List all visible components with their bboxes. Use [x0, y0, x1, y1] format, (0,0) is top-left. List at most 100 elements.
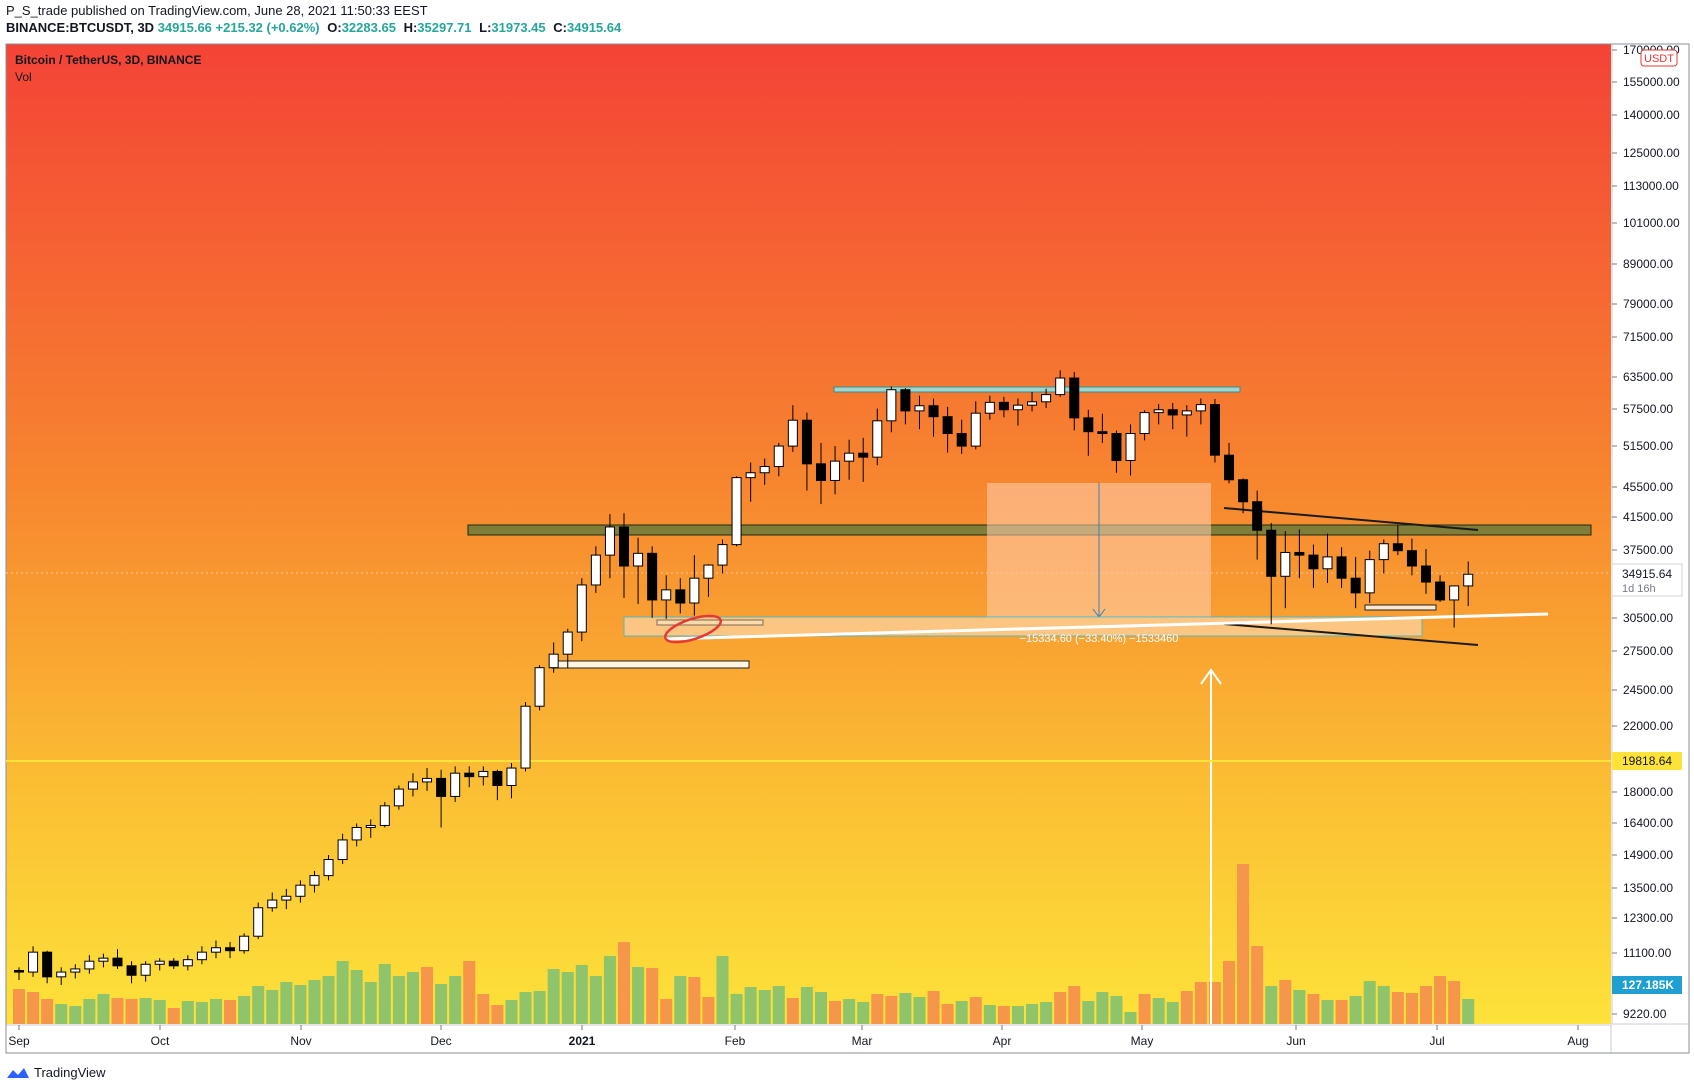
candle	[1041, 394, 1052, 403]
candle	[815, 463, 826, 481]
volume-bar	[1279, 980, 1292, 1024]
y-tick-label: 71500.00	[1623, 330, 1673, 344]
volume-bar	[547, 969, 560, 1024]
publish-info: P_S_trade published on TradingView.com, …	[6, 3, 428, 18]
measure-label: −15334.60 (−33.40%) −1533460	[1020, 633, 1179, 645]
volume-bar	[1194, 982, 1207, 1024]
candle	[717, 544, 728, 566]
x-tick-label: May	[1131, 1034, 1154, 1048]
candle	[210, 947, 221, 953]
x-tick-label: Feb	[725, 1034, 746, 1048]
volume-bar	[646, 968, 659, 1024]
candle	[1083, 417, 1094, 433]
volume-bar	[927, 991, 940, 1024]
volume-bar	[519, 992, 532, 1024]
volume-bar	[688, 977, 701, 1024]
volume-bar	[97, 994, 110, 1024]
candle	[1449, 585, 1460, 601]
candle	[858, 452, 869, 458]
volume-bar	[1124, 1012, 1137, 1024]
candle	[70, 968, 81, 973]
volume-bar	[421, 967, 434, 1024]
candle	[365, 824, 376, 828]
volume-bar	[167, 1008, 180, 1024]
candle	[225, 947, 236, 952]
volume-bar	[463, 961, 476, 1024]
volume-bar	[1321, 1000, 1334, 1024]
last-price-label: 34915.64	[1622, 567, 1672, 581]
annotation-layer	[6, 386, 1611, 1024]
volume-bar	[1180, 991, 1193, 1024]
candle	[1111, 433, 1122, 461]
candle	[1280, 551, 1291, 577]
candle	[590, 554, 601, 586]
volume-bar	[575, 965, 588, 1024]
y-axis-ticks: 170000.00155000.00140000.00125000.001130…	[1612, 43, 1680, 1021]
volume-bar	[1363, 981, 1376, 1024]
volume-bar	[843, 999, 856, 1024]
volume-bar	[1040, 1002, 1053, 1024]
candle	[14, 969, 24, 973]
candle	[703, 564, 714, 579]
y-tick-label: 45500.00	[1623, 480, 1673, 494]
volume-bar	[294, 985, 307, 1024]
volume-bar	[997, 1006, 1010, 1024]
high-value: 35297.71	[417, 20, 472, 35]
y-tick-label: 30500.00	[1623, 611, 1673, 625]
candle	[1406, 550, 1417, 567]
volume-bar	[829, 1001, 842, 1024]
candle	[1012, 404, 1023, 411]
volume-bar	[744, 987, 757, 1024]
volume-bar	[1349, 996, 1362, 1024]
volume-bar	[322, 976, 335, 1024]
time-axis[interactable]	[5, 1024, 1612, 1054]
volume-bar	[1166, 1002, 1179, 1024]
tradingview-logo-icon	[7, 1067, 29, 1078]
x-tick-label: Oct	[151, 1034, 170, 1048]
candle	[562, 631, 573, 655]
candle	[956, 433, 967, 447]
price-axis[interactable]	[1611, 43, 1690, 1025]
chart-svg[interactable]: −15334.60 (−33.40%) −1533460 Bitcoin / T…	[0, 0, 1694, 1060]
y-tick-label: 57500.00	[1623, 402, 1673, 416]
y-tick-label: 14900.00	[1623, 848, 1673, 862]
candle	[337, 839, 348, 861]
volume-bar	[1293, 990, 1306, 1024]
candle	[675, 589, 686, 604]
volume-bar	[885, 996, 898, 1024]
volume-bar	[1448, 981, 1461, 1024]
last-price-badge	[1611, 563, 1683, 597]
currency-badge[interactable]	[1640, 49, 1678, 67]
candle	[1069, 377, 1080, 419]
tradingview-footer[interactable]: TradingView	[6, 1065, 106, 1080]
tradingview-brand: TradingView	[34, 1065, 106, 1080]
candle	[942, 416, 953, 435]
y-tick-label: 11100.00	[1623, 946, 1672, 960]
volume-bar	[913, 997, 926, 1024]
candle	[1322, 556, 1333, 570]
volume-bar	[772, 986, 785, 1024]
volume-bar	[1011, 1006, 1024, 1024]
candle	[1463, 573, 1474, 587]
candle	[436, 777, 447, 797]
volume-bar	[1110, 996, 1123, 1024]
y-tick-label: 63500.00	[1623, 370, 1673, 384]
candle	[154, 960, 165, 965]
symbol-label: BINANCE:BTCUSDT, 3D	[6, 20, 155, 35]
volume-bar	[941, 1004, 954, 1024]
last-price: 34915.66	[157, 20, 212, 35]
volume-bar	[125, 999, 138, 1024]
volume-bar	[477, 994, 490, 1024]
ohlc-line: BINANCE:BTCUSDT, 3D 34915.66 +215.32 (+0…	[6, 20, 621, 35]
volume-bar	[449, 976, 462, 1024]
candle	[1336, 556, 1347, 579]
candle	[1308, 554, 1319, 570]
volume-bar	[1307, 994, 1320, 1024]
candle	[1435, 581, 1446, 601]
candle	[1238, 479, 1249, 503]
volume-bar	[139, 998, 152, 1024]
candle	[309, 875, 320, 886]
candle	[1421, 565, 1431, 583]
volume-bar	[364, 982, 377, 1024]
volume-bar	[1462, 999, 1475, 1024]
